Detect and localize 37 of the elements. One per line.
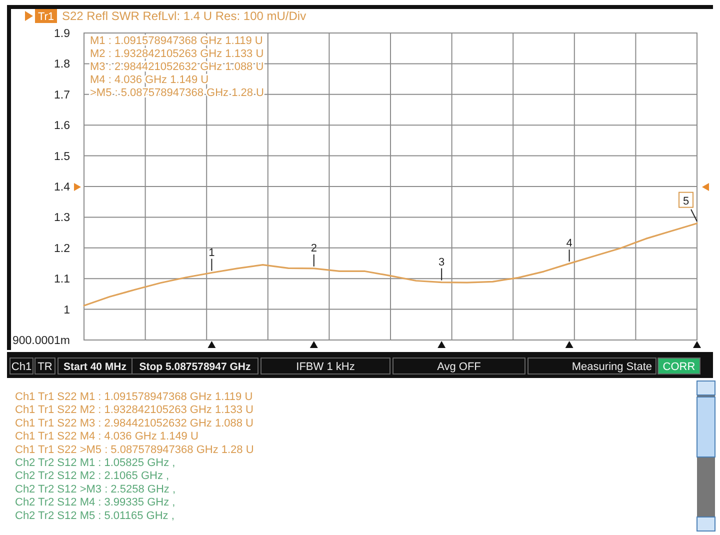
- y-tick-label: 1.2: [54, 242, 70, 255]
- annotation: 5: [682, 195, 690, 208]
- text: Measuring State: [572, 361, 652, 373]
- text: Ch1 Tr1 S22 M2 : 1.932842105263 GHz 1.133 U: [15, 404, 254, 416]
- text: Ch2 Tr2 S12 M5 : 5.01165 GHz ,: [15, 510, 174, 522]
- y-tick-label: 1: [64, 304, 70, 316]
- y-tick-label: 1.5: [54, 150, 70, 163]
- line-series: [83, 222, 698, 306]
- text: Avg OFF: [437, 361, 482, 373]
- text: Ch1 Tr1 S22 M1 : 1.091578947368 GHz 1.119 U: [15, 391, 253, 403]
- annotation: 1: [208, 246, 215, 259]
- y-tick-label: 1.6: [54, 120, 70, 132]
- annotation: 2: [310, 242, 317, 254]
- text: Ch2 Tr2 S12 >M3 : 2.5258 GHz ,: [15, 483, 176, 496]
- text: Ch1 Tr1 S22 M4 : 4.036 GHz 1.149 U: [15, 430, 198, 443]
- text: 900.0001m: [12, 335, 70, 347]
- text: Ch2 Tr2 S12 M4 : 3.99335 GHz ,: [15, 496, 176, 509]
- annotation: 3: [438, 256, 445, 268]
- y-tick-label: 1.8: [54, 58, 70, 71]
- y-tick-label: 1.4: [54, 182, 71, 194]
- text: TR: [38, 361, 52, 373]
- text: Ch1 Tr1 S22 >M5 : 5.087578947368 GHz 1.28 U: [15, 444, 254, 456]
- text: Ch1 Tr1 S22 M3 : 2.984421052632 GHz 1.088 U: [15, 417, 254, 430]
- text: IFBW 1 kHz: [296, 361, 355, 373]
- y-tick-label: 1.1: [54, 274, 70, 286]
- chart-title: S22 Refl SWR RefLvl: 1.4 U Res: 100 mU/Div: [62, 9, 306, 23]
- text: Stop 5.087578947 GHz: [139, 361, 251, 373]
- annotation: 4: [566, 238, 572, 250]
- text: Ch2 Tr2 S12 M1 : 1.05825 GHz ,: [15, 457, 176, 469]
- text: CORR: [662, 361, 696, 373]
- text: Ch2 Tr2 S12 M2 : 2.1065 GHz ,: [15, 470, 170, 482]
- text: Start 40 MHz: [63, 361, 127, 373]
- y-tick-label: 1.3: [54, 212, 70, 224]
- text: Ch1: [11, 361, 32, 373]
- y-tick-label: 1.7: [54, 89, 70, 102]
- y-tick-label: 1.9: [54, 28, 70, 40]
- text: Tr1: [38, 11, 54, 23]
